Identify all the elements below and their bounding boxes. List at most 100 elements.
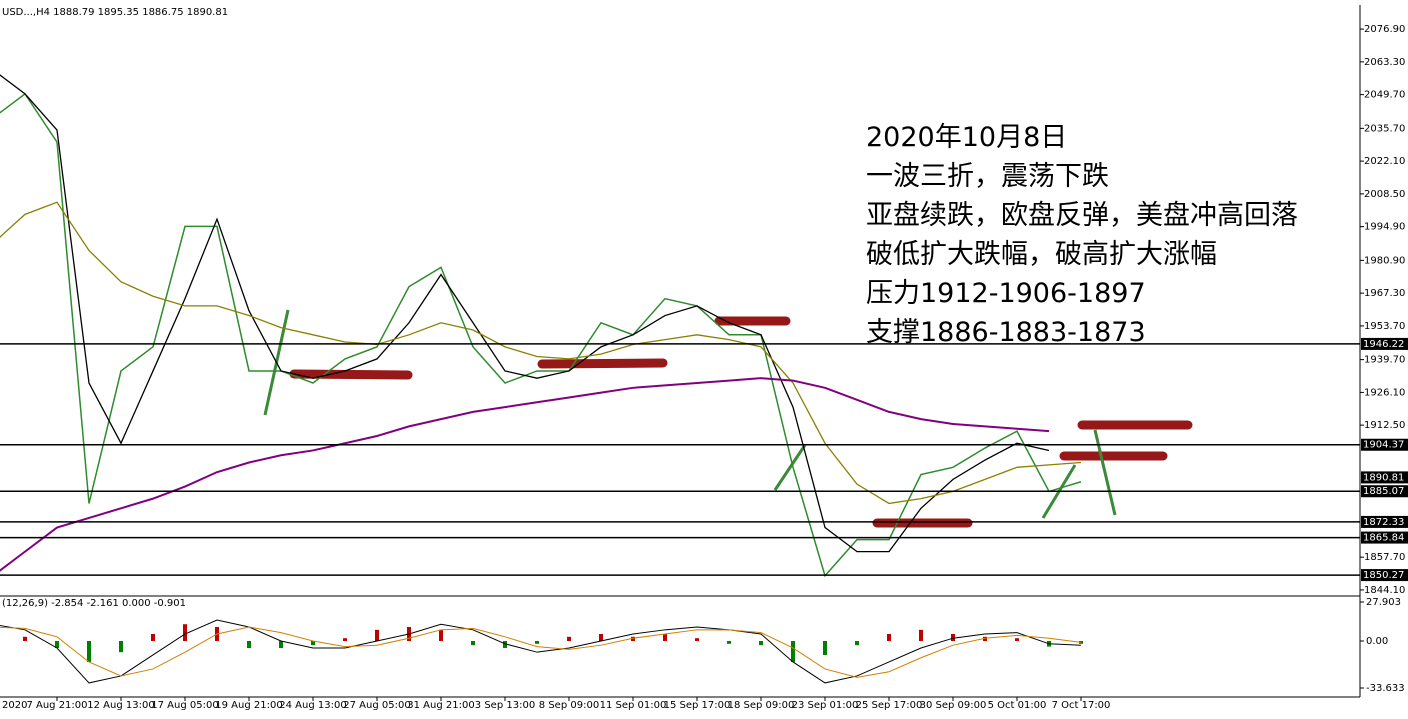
x-tick-label: 8 Sep 09:00 (539, 700, 599, 711)
x-tick-label: 5 Oct 01:00 (988, 700, 1047, 711)
level-label: 1946.22 (1363, 339, 1404, 350)
histogram-bar (951, 634, 955, 641)
histogram-bar (55, 640, 59, 648)
histogram-bar (343, 638, 347, 641)
price-line (0, 74, 1050, 553)
indicator-tick-label: 27.903 (1366, 597, 1401, 608)
level-label: 1872.33 (1363, 517, 1404, 528)
y-tick-label: 1844.10 (1364, 585, 1405, 596)
histogram-bar (695, 638, 699, 641)
histogram-bar (23, 636, 27, 641)
level-label-box (1361, 485, 1408, 498)
y-tick-label: 1953.70 (1364, 321, 1405, 332)
histogram-bar (87, 640, 91, 662)
chart-title: USD...,H4 1888.79 1895.35 1886.75 1890.8… (2, 7, 228, 18)
y-tick-label: 2008.50 (1364, 189, 1405, 200)
histogram-bar (855, 640, 859, 646)
y-tick-label: 2022.10 (1364, 156, 1405, 167)
level-label: 1885.07 (1363, 486, 1404, 497)
histogram-bar (663, 634, 667, 641)
y-tick-label: 2063.30 (1364, 57, 1405, 68)
level-label: 1904.37 (1363, 440, 1404, 451)
y-tick-label: 2076.90 (1364, 24, 1405, 35)
level-label-box (1361, 438, 1408, 451)
histogram-bar (791, 640, 795, 662)
x-tick-label: 12 Aug 13:00 (87, 700, 154, 711)
y-tick-label: 1994.90 (1364, 222, 1405, 233)
histogram-bar (183, 624, 187, 641)
x-tick-label: 18 Sep 09:00 (728, 700, 795, 711)
y-tick-label: 1912.50 (1364, 420, 1405, 431)
current-price-box (1361, 471, 1408, 484)
x-tick-label: 15 Sep 17:00 (664, 700, 731, 711)
annotation: 压力1912-1906-1897 (866, 278, 1146, 309)
level-label-box (1361, 337, 1408, 350)
indicator-title: (12,26,9) -2.854 -2.161 0.000 -0.901 (2, 598, 186, 609)
level-label: 1850.27 (1363, 570, 1404, 581)
histogram-bar (599, 634, 603, 641)
price-line (0, 92, 1082, 578)
price-line (0, 377, 1050, 572)
histogram-bar (919, 629, 923, 641)
histogram-bar (759, 640, 763, 646)
annotation-block: 2020年10月8日一波三折，震荡下跌亚盘续跌，欧盘反弹，美盘冲高回落破低扩大跌… (866, 122, 1298, 348)
x-tick-label: 31 Aug 21:00 (407, 700, 474, 711)
brush-mark (537, 358, 668, 369)
y-tick-label: 1980.90 (1364, 255, 1405, 266)
y-tick-label: 1926.10 (1364, 387, 1405, 398)
histogram-bar (119, 640, 123, 653)
x-tick-label: 23 Sep 01:00 (792, 700, 859, 711)
histogram-bar (1015, 638, 1019, 641)
x-tick-label: 30 Sep 09:00 (920, 700, 987, 711)
annotation: 2020年10月8日 (866, 122, 1067, 153)
histogram-bar (471, 640, 475, 646)
histogram-bar (375, 629, 379, 641)
x-tick-label: 25 Sep 17:00 (856, 700, 923, 711)
level-label: 1865.84 (1363, 533, 1404, 544)
indicator-tick-label: 0.00 (1366, 636, 1388, 647)
level-label-box (1361, 569, 1408, 582)
annotation: 破低扩大跌幅，破高扩大涨幅 (866, 239, 1217, 270)
annotation: 一波三折，震荡下跌 (866, 161, 1109, 192)
x-tick-label: 27 Aug 05:00 (343, 700, 410, 711)
histogram-bar (983, 636, 987, 641)
brush-mark (289, 369, 413, 380)
current-price-label: 1890.81 (1363, 472, 1404, 483)
histogram-bar (503, 640, 507, 648)
histogram-bar (631, 636, 635, 641)
histogram-bar (567, 636, 571, 641)
histogram-bar (279, 640, 283, 648)
y-tick-label: 2049.70 (1364, 90, 1405, 101)
y-tick-label: 1857.70 (1364, 552, 1405, 563)
histogram-bar (887, 634, 891, 641)
histogram-bar (535, 640, 539, 644)
y-tick-label: 1939.70 (1364, 355, 1405, 366)
x-tick-label: 11 Sep 01:00 (600, 700, 667, 711)
x-tick-label: 3 Sep 13:00 (475, 700, 535, 711)
x-tick-label: 17 Aug 05:00 (151, 700, 218, 711)
arrow (773, 444, 807, 491)
x-tick-label: 2020 (2, 700, 27, 711)
x-tick-label: 7 Aug 21:00 (26, 700, 87, 711)
y-tick-label: 2035.70 (1364, 123, 1405, 134)
indicator-tick-label: -33.633 (1366, 683, 1405, 694)
histogram-bar (439, 629, 443, 641)
histogram-bar (247, 640, 251, 648)
histogram-bar (727, 640, 731, 644)
histogram-bar (823, 640, 827, 655)
annotation: 亚盘续跌，欧盘反弹，美盘冲高回落 (866, 200, 1298, 231)
annotation: 支撑1886-1883-1873 (866, 317, 1146, 348)
histogram-bar (311, 640, 315, 646)
level-label-box (1361, 515, 1408, 528)
y-tick-label: 1967.30 (1364, 288, 1405, 299)
indicator-line (0, 619, 1082, 684)
histogram-bar (151, 634, 155, 641)
x-tick-label: 24 Aug 13:00 (279, 700, 346, 711)
brush-marks (289, 316, 1193, 528)
indicator-line (0, 626, 1082, 678)
x-tick-label: 19 Aug 21:00 (215, 700, 282, 711)
price-line (0, 201, 1082, 505)
x-tick-label: 7 Oct 17:00 (1052, 700, 1111, 711)
